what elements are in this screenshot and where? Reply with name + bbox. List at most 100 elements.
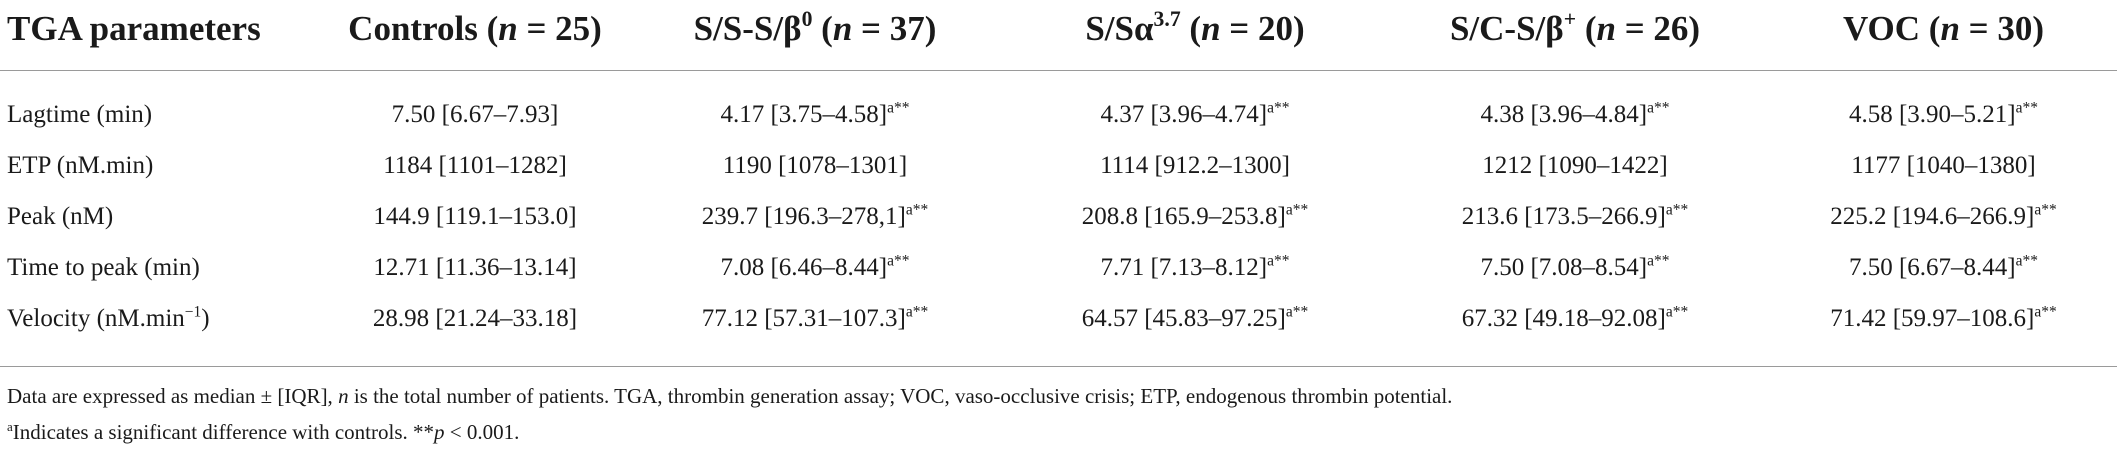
cell-value: 1114 [912.2–1300]	[1100, 151, 1290, 179]
footnote-text: Indicates a significant difference with …	[12, 420, 435, 444]
header-label: S/Sα	[1085, 9, 1154, 48]
header-n-symbol: n	[498, 9, 518, 48]
cell-value: 225.2 [194.6–266.9]	[1830, 202, 2035, 230]
header-n-value: = 20)	[1220, 9, 1305, 48]
parameter-label: Velocity (nM.min	[7, 304, 185, 332]
cell-value: 1212 [1090–1422]	[1482, 151, 1668, 179]
table-body: Lagtime (min) 7.50 [6.67–7.93] 4.17 [3.75–…	[0, 71, 2117, 359]
cell-value: 67.32 [49.18–92.08]	[1461, 304, 1666, 332]
header-label-after: (	[1576, 9, 1597, 48]
cell-value: 4.58 [3.90–5.21]	[1848, 100, 2016, 128]
data-cell: 1177 [1040–1380]	[1770, 140, 2117, 191]
cell-value: 1184 [1101–1282]	[383, 151, 567, 179]
header-label: S/C-S/β	[1449, 9, 1564, 48]
data-cell: 4.17 [3.75–4.58]a**	[620, 71, 1010, 141]
footnote-text: is the total number of patients. TGA, th…	[348, 384, 1453, 408]
cell-value: 208.8 [165.9–253.8]	[1081, 202, 1286, 230]
table-row: ETP (nM.min) 1184 [1101–1282] 1190 [1078–1…	[0, 140, 2117, 191]
significance-marker: a**	[905, 201, 929, 219]
data-cell: 4.37 [3.96–4.74]a**	[1010, 71, 1380, 141]
header-superscript: 3.7	[1153, 6, 1181, 31]
data-table-container: TGA parameters Controls (n = 25) S/S-S/β…	[0, 0, 2117, 359]
significance-marker: a**	[887, 99, 910, 117]
header-n-symbol: n	[1940, 9, 1960, 48]
header-superscript: +	[1563, 6, 1577, 31]
data-cell: 7.50 [6.67–7.93]	[330, 71, 620, 141]
header-ss-sb0: S/S-S/β0 (n = 37)	[620, 0, 1010, 71]
header-n-symbol: n	[1596, 9, 1616, 48]
parameter-label: Time to peak (min)	[7, 253, 200, 281]
significance-marker: a**	[905, 303, 929, 321]
header-n-value: = 30)	[1959, 9, 2045, 48]
header-controls: Controls (n = 25)	[330, 0, 620, 71]
table-row: Time to peak (min) 12.71 [11.36–13.14] 7.0…	[0, 242, 2117, 293]
cell-value: 77.12 [57.31–107.3]	[701, 304, 906, 332]
significance-marker: a**	[1647, 99, 1670, 117]
data-cell: 28.98 [21.24–33.18]	[330, 293, 620, 358]
cell-value: 213.6 [173.5–266.9]	[1461, 202, 1666, 230]
header-label-after: (	[812, 9, 833, 48]
significance-marker: a**	[2015, 252, 2039, 270]
data-cell: 239.7 [196.3–278,1]a**	[620, 191, 1010, 242]
footnote-text: < 0.001.	[444, 420, 520, 444]
data-cell: 12.71 [11.36–13.14]	[330, 242, 620, 293]
data-cell: 213.6 [173.5–266.9]a**	[1380, 191, 1770, 242]
data-cell: 1114 [912.2–1300]	[1010, 140, 1380, 191]
data-cell: 1184 [1101–1282]	[330, 140, 620, 191]
footnote-n-symbol: n	[338, 384, 349, 408]
table-row: Velocity (nM.min−1) 28.98 [21.24–33.18] 77…	[0, 293, 2117, 358]
table-row: Lagtime (min) 7.50 [6.67–7.93] 4.17 [3.75–…	[0, 71, 2117, 141]
cell-value: 7.50 [7.08–8.54]	[1480, 253, 1648, 281]
significance-marker: a**	[1665, 201, 1689, 219]
row-parameter-cell: ETP (nM.min)	[0, 140, 330, 191]
cell-value: 1190 [1078–1301]	[722, 151, 908, 179]
table-bottom-rule	[0, 366, 2117, 367]
data-cell: 208.8 [165.9–253.8]a**	[1010, 191, 1380, 242]
cell-value: 4.37 [3.96–4.74]	[1100, 100, 1268, 128]
data-cell: 77.12 [57.31–107.3]a**	[620, 293, 1010, 358]
header-label: TGA parameters	[7, 9, 261, 48]
header-n-value: = 37)	[852, 9, 937, 48]
data-cell: 67.32 [49.18–92.08]a**	[1380, 293, 1770, 358]
data-cell: 71.42 [59.97–108.6]a**	[1770, 293, 2117, 358]
data-cell: 7.08 [6.46–8.44]a**	[620, 242, 1010, 293]
row-parameter-cell: Time to peak (min)	[0, 242, 330, 293]
cell-value: 71.42 [59.97–108.6]	[1830, 304, 2035, 332]
data-cell: 4.58 [3.90–5.21]a**	[1770, 71, 2117, 141]
footnote-significance: aIndicates a significant difference with…	[7, 420, 519, 445]
significance-marker: a**	[2015, 99, 2039, 117]
parameter-label: Lagtime (min)	[7, 100, 153, 128]
significance-marker: a**	[2034, 201, 2057, 219]
header-label-after: (	[1180, 9, 1202, 48]
row-parameter-cell: Lagtime (min)	[0, 71, 330, 141]
cell-value: 12.71 [11.36–13.14]	[373, 253, 577, 281]
header-n-symbol: n	[1201, 9, 1221, 48]
cell-value: 7.50 [6.67–7.93]	[391, 100, 559, 128]
header-voc: VOC (n = 30)	[1770, 0, 2117, 71]
cell-value: 7.71 [7.13–8.12]	[1100, 253, 1268, 281]
footnote-superscript: a	[7, 419, 13, 434]
significance-marker: a**	[1285, 303, 1309, 321]
parameter-label-after: )	[201, 304, 210, 332]
data-cell: 7.71 [7.13–8.12]a**	[1010, 242, 1380, 293]
significance-marker: a**	[1267, 99, 1290, 117]
cell-value: 4.38 [3.96–4.84]	[1480, 100, 1648, 128]
header-label: S/S-S/β	[693, 9, 802, 48]
significance-marker: a**	[2034, 303, 2057, 321]
data-cell: 225.2 [194.6–266.9]a**	[1770, 191, 2117, 242]
cell-value: 7.50 [6.67–8.44]	[1848, 253, 2016, 281]
data-cell: 7.50 [7.08–8.54]a**	[1380, 242, 1770, 293]
row-parameter-cell: Velocity (nM.min−1)	[0, 293, 330, 358]
header-label: VOC (	[1842, 9, 1941, 48]
header-superscript: 0	[801, 6, 813, 31]
significance-marker: a**	[1267, 252, 1290, 270]
footnote-text: Data are expressed as median ± [IQR],	[7, 384, 339, 408]
data-cell: 1190 [1078–1301]	[620, 140, 1010, 191]
header-s-salpha: S/Sα3.7 (n = 20)	[1010, 0, 1380, 71]
data-cell: 4.38 [3.96–4.84]a**	[1380, 71, 1770, 141]
tga-parameters-table: TGA parameters Controls (n = 25) S/S-S/β…	[0, 0, 2117, 359]
header-label: Controls (	[348, 9, 499, 48]
row-parameter-cell: Peak (nM)	[0, 191, 330, 242]
significance-marker: a**	[887, 252, 910, 270]
footnote-data-description: Data are expressed as median ± [IQR], n …	[7, 384, 1452, 409]
